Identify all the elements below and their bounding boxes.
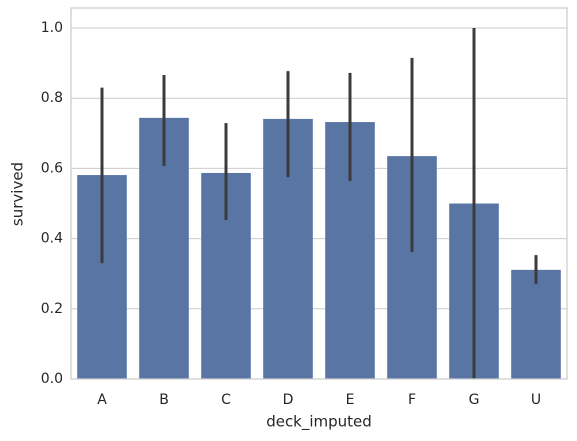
y-tick-label: 0.2 — [41, 301, 63, 317]
x-tick-label: C — [221, 392, 231, 408]
y-tick-label: 0.6 — [41, 160, 63, 176]
x-tick-label: F — [408, 392, 416, 408]
x-tick-label: A — [97, 392, 107, 408]
x-tick-label: B — [159, 392, 169, 408]
y-axis-label: survived — [9, 162, 27, 226]
y-tick-label: 0.4 — [41, 231, 63, 247]
x-tick-label: E — [346, 392, 355, 408]
x-tick-label: D — [283, 392, 294, 408]
bar — [511, 269, 561, 379]
y-tick-label: 0.8 — [41, 90, 63, 106]
y-tick-label: 1.0 — [41, 20, 63, 36]
x-tick-label: G — [469, 392, 480, 408]
x-axis-label: deck_imputed — [266, 413, 372, 432]
y-tick-label: 0.0 — [41, 371, 63, 387]
plot-frame — [70, 7, 568, 380]
x-tick-label: U — [531, 392, 541, 408]
